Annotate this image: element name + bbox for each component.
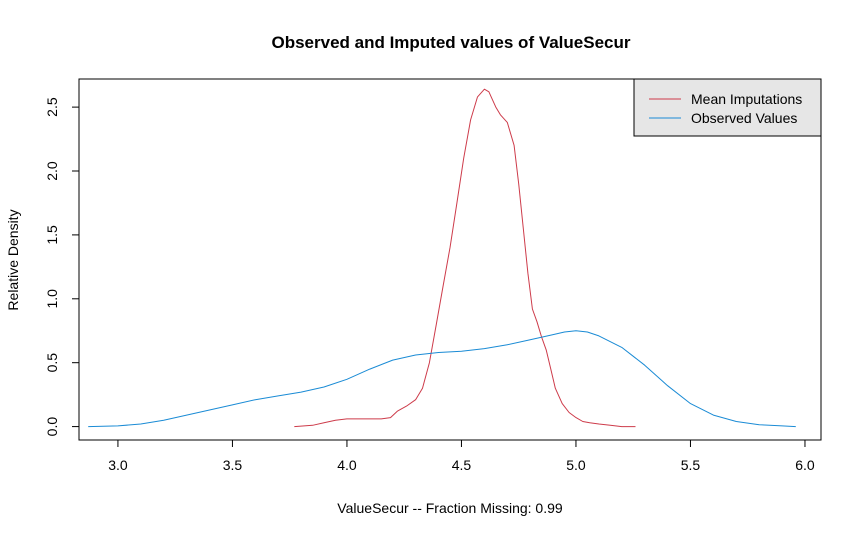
legend-label-mean-imputations: Mean Imputations [691, 91, 802, 107]
y-axis: 0.0 0.5 1.0 1.5 2.0 2.5 [44, 97, 80, 437]
x-tick-label: 3.5 [223, 457, 243, 473]
x-tick-label: 3.0 [108, 457, 128, 473]
x-tick-label: 4.0 [337, 457, 357, 473]
y-axis-label: Relative Density [5, 209, 21, 310]
legend: Mean Imputations Observed Values [633, 78, 822, 137]
y-tick-label: 0.5 [44, 353, 60, 373]
x-tick-label: 6.0 [795, 457, 815, 473]
x-axis-label: ValueSecur -- Fraction Missing: 0.99 [337, 500, 563, 516]
y-tick-label: 2.0 [44, 161, 60, 181]
x-tick-label: 5.5 [681, 457, 701, 473]
y-tick-label: 1.5 [44, 225, 60, 245]
legend-label-observed-values: Observed Values [691, 110, 797, 126]
y-tick-label: 0.0 [44, 417, 60, 437]
y-tick-label: 2.5 [44, 97, 60, 117]
series-line-mean-imputations [294, 88, 636, 428]
y-tick-label: 1.0 [44, 289, 60, 309]
x-tick-label: 5.0 [566, 457, 586, 473]
series-lines [88, 88, 796, 428]
x-tick-label: 4.5 [452, 457, 472, 473]
series-line-observed-values [88, 330, 796, 428]
x-axis: 3.0 3.5 4.0 4.5 5.0 5.5 6.0 [108, 439, 815, 473]
chart-title: Observed and Imputed values of ValueSecu… [271, 33, 630, 52]
legend-box [633, 78, 822, 137]
